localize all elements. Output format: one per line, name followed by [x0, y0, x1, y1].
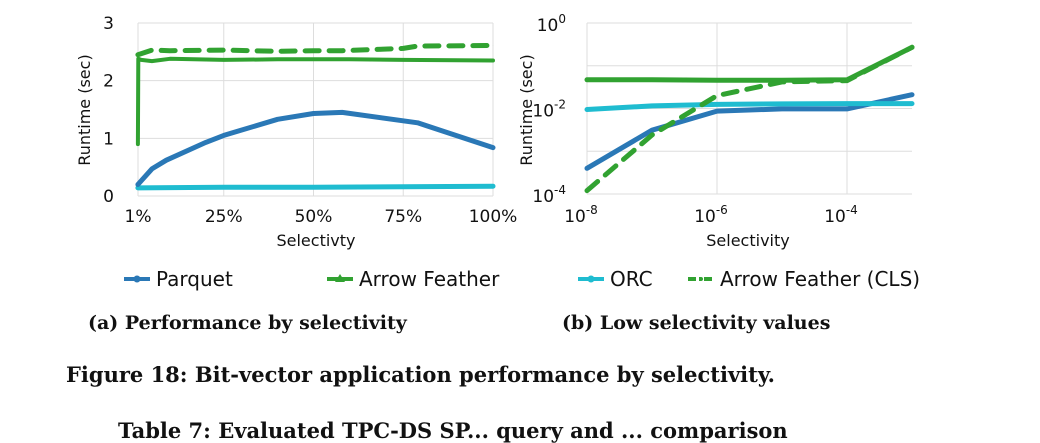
- subfigure-caption-b: (b) Low selectivity values: [562, 312, 830, 334]
- chart-a-x-tick-label: 50%: [295, 207, 333, 227]
- chart-a-y-tick-label: 2: [103, 72, 114, 92]
- next-table-caption: Table 7: Evaluated TPC-DS SP... query an…: [118, 418, 788, 443]
- chart-a-x-ticks: 1% 25% 50% 75% 100%: [125, 207, 518, 227]
- chart-a-x-tick-label: 1%: [125, 207, 152, 227]
- chart-b-y-label: Runtime (sec): [517, 54, 536, 165]
- legend-marker-circle-icon: [588, 276, 595, 283]
- legend-item-orc: ORC: [578, 267, 653, 291]
- chart-b-series-arrow-feather: [587, 47, 912, 80]
- legend-item-arrow-feather-cls: Arrow Feather (CLS): [688, 267, 920, 291]
- figure-caption: Figure 18: Bit-vector application perfor…: [66, 362, 775, 387]
- chart-b-y-ticks: 10-4 10-2 100: [532, 12, 566, 207]
- chart-a-series-orc: [138, 186, 493, 188]
- legend-item-arrow-feather: Arrow Feather: [327, 267, 500, 291]
- chart-a-series-parquet: [138, 112, 493, 184]
- chart-a-series-arrow-feather-cls: [138, 46, 493, 55]
- chart-a-y-ticks: 0 1 2 3: [103, 14, 114, 207]
- chart-b: 10-4 10-2 100 10-8 10-6 10-4 Selectivity Run…: [517, 12, 912, 250]
- chart-a-y-label: Runtime (sec): [75, 54, 94, 165]
- legend-label: Parquet: [156, 267, 233, 291]
- legend-item-parquet: Parquet: [124, 267, 233, 291]
- chart-b-x-ticks: 10-8 10-6 10-4: [564, 203, 858, 227]
- chart-a: 0 1 2 3 1% 25% 50% 75% 100% Selectivty Runtime …: [75, 14, 517, 250]
- chart-b-x-label: Selectivity: [706, 231, 789, 250]
- chart-a-x-tick-label: 100%: [469, 207, 518, 227]
- chart-b-series: [587, 47, 912, 191]
- figure-charts: 0 1 2 3 1% 25% 50% 75% 100% Selectivty Runtime …: [0, 0, 1040, 300]
- chart-a-x-tick-label: 75%: [384, 207, 422, 227]
- chart-a-y-tick-label: 3: [103, 14, 114, 34]
- chart-b-y-tick-label: 10-2: [532, 98, 566, 122]
- chart-a-series: [138, 45, 493, 188]
- legend-marker-circle-icon: [134, 276, 141, 283]
- chart-b-x-tick-label: 10-6: [694, 203, 728, 227]
- legend-label: Arrow Feather: [359, 267, 500, 291]
- chart-a-x-tick-label: 25%: [205, 207, 243, 227]
- chart-a-y-tick-label: 1: [103, 129, 114, 149]
- chart-b-x-tick-label: 10-4: [824, 203, 858, 227]
- subfigure-caption-a: (a) Performance by selectivity: [88, 312, 407, 334]
- legend-marker-circle-icon: [699, 277, 703, 281]
- chart-b-series-arrow-feather-cls: [587, 47, 912, 190]
- chart-b-y-tick-label: 10-4: [532, 183, 566, 207]
- legend: Parquet Arrow Feather ORC Arrow Feather (CL…: [124, 267, 920, 291]
- chart-b-x-tick-label: 10-8: [564, 203, 598, 227]
- chart-a-y-tick-label: 0: [103, 187, 114, 207]
- chart-b-y-tick-label: 100: [537, 12, 566, 36]
- chart-a-x-label: Selectivty: [276, 231, 355, 250]
- legend-label: ORC: [610, 267, 653, 291]
- legend-label: Arrow Feather (CLS): [720, 267, 920, 291]
